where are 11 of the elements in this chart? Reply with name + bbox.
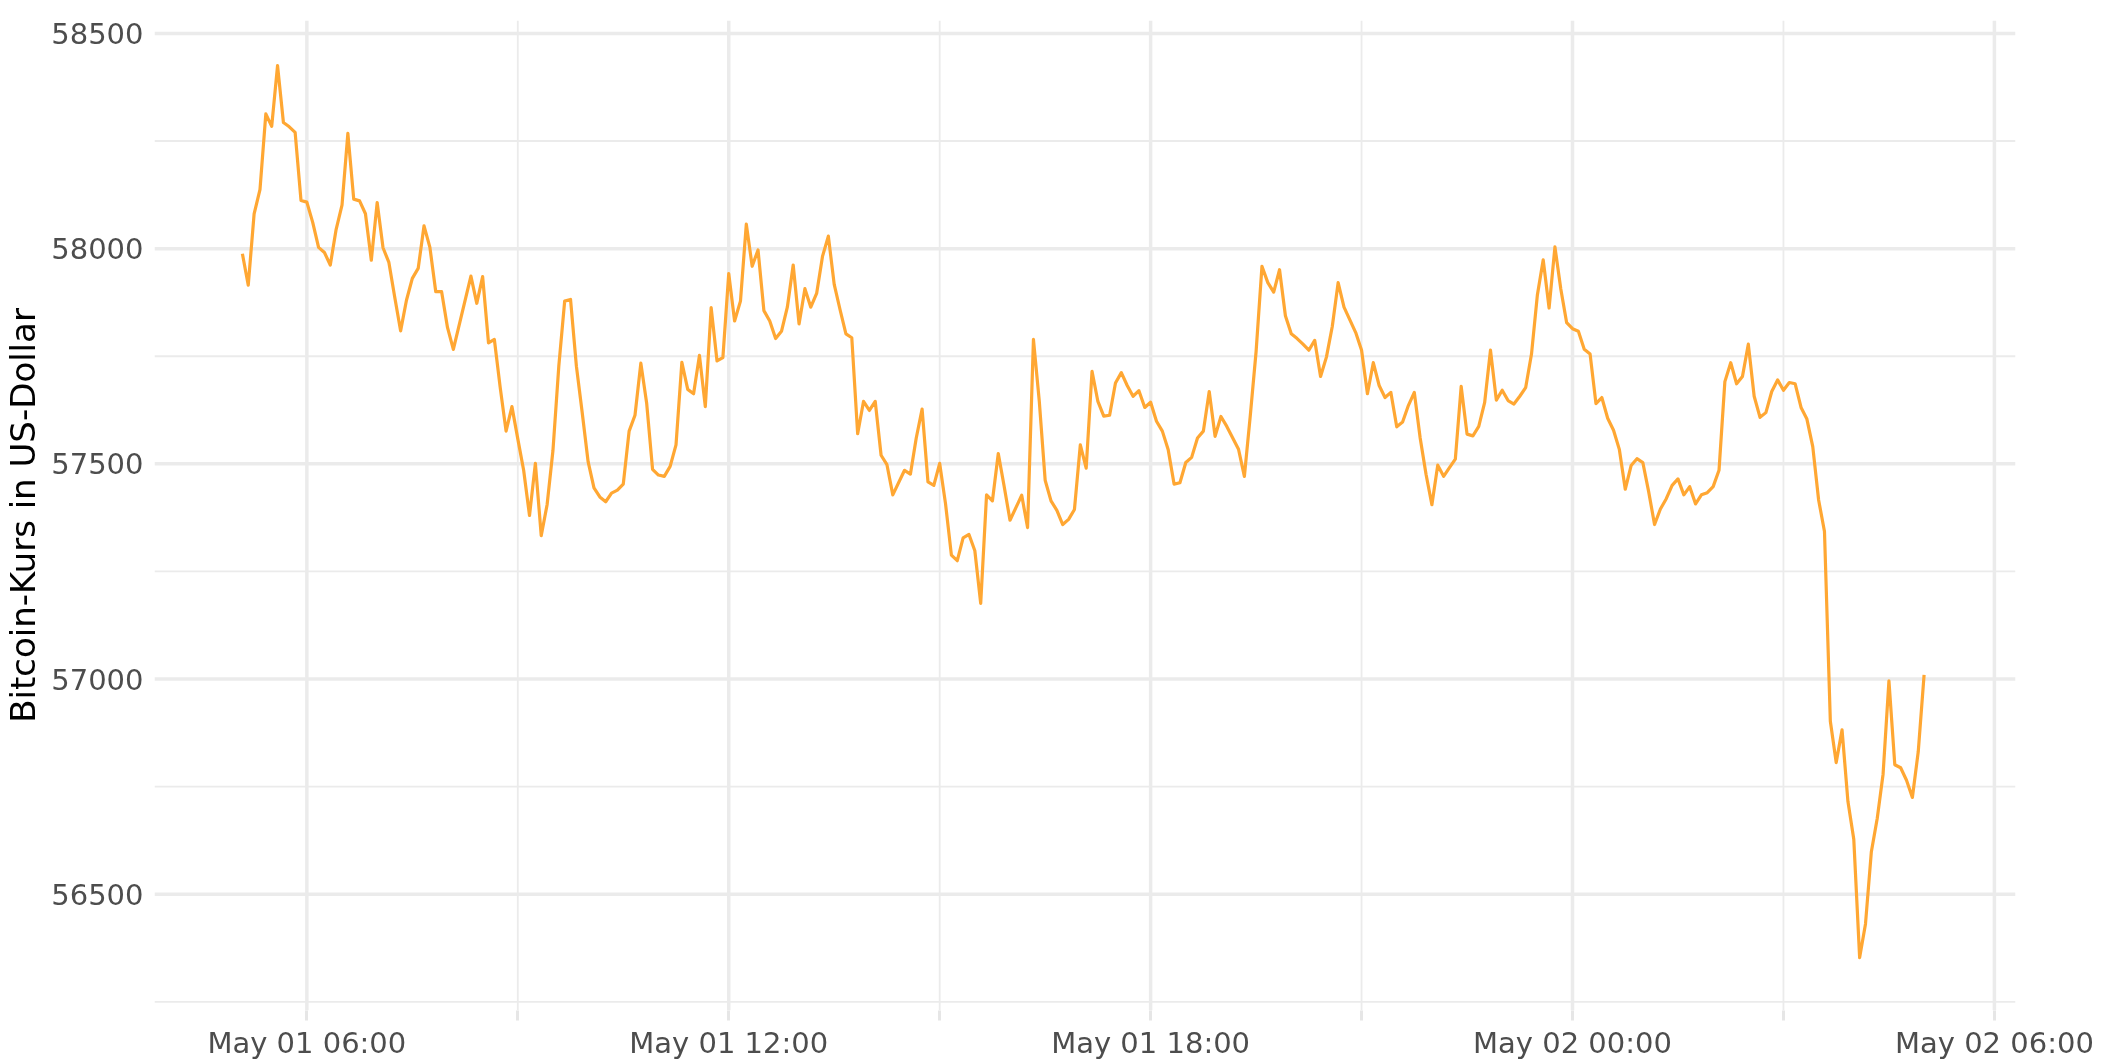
- y-tick-label: 57500: [51, 447, 144, 482]
- x-tick-label: May 01 18:00: [1051, 1025, 1251, 1060]
- x-tick-label: May 01 12:00: [629, 1025, 829, 1060]
- y-tick-label: 58500: [51, 16, 144, 51]
- x-tick-label: May 02 00:00: [1473, 1025, 1672, 1060]
- x-tick-label: May 01 06:00: [207, 1025, 407, 1060]
- x-tick-label: May 02 06:00: [1894, 1025, 2094, 1060]
- y-tick-label: 56500: [51, 877, 144, 912]
- y-axis-title: Bitcoin-Kurs in US-Dollar: [3, 308, 44, 723]
- y-tick-label: 57000: [51, 662, 144, 697]
- y-tick-label: 58000: [51, 232, 144, 267]
